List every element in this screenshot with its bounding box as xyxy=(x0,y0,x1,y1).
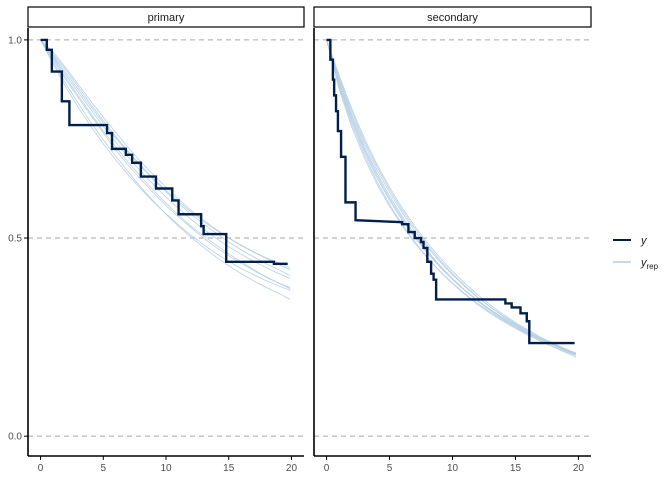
legend-label-y: y xyxy=(640,235,648,247)
y-tick-label-0: 0.0 xyxy=(8,432,22,443)
reflines-secondary xyxy=(314,39,591,437)
x-tick-label-primary-2: 10 xyxy=(160,463,172,474)
yrep-line-secondary-7 xyxy=(326,39,577,355)
y-line-secondary xyxy=(326,38,575,345)
strip-primary xyxy=(27,6,305,28)
x-tick-label-secondary-2: 10 xyxy=(447,463,459,474)
y-line-primary xyxy=(40,38,288,265)
yrep-series-primary xyxy=(40,39,291,300)
x-tick-label-secondary-1: 5 xyxy=(387,463,393,474)
y-series-primary xyxy=(40,38,288,265)
reflines-primary xyxy=(28,39,304,437)
strip-label-secondary: secondary xyxy=(427,12,478,24)
panel-primary: primary 0 5 10 15 20 0.0 0.5 1.0 xyxy=(8,6,305,474)
y-tick-label-2: 1.0 xyxy=(8,35,22,46)
x-tick-label-primary-3: 15 xyxy=(223,463,235,474)
x-tick-label-secondary-4: 20 xyxy=(573,463,585,474)
yrep-line-primary-1 xyxy=(40,39,291,277)
yrep-line-primary-4 xyxy=(40,39,291,288)
y-tick-label-1: 0.5 xyxy=(8,234,22,245)
strip-secondary xyxy=(313,6,592,28)
yrep-line-secondary-3 xyxy=(326,39,577,356)
y-series-secondary xyxy=(326,38,575,345)
legend-label-yrep: yrep xyxy=(640,257,659,271)
x-tick-label-primary-4: 20 xyxy=(286,463,298,474)
yrep-line-secondary-1 xyxy=(326,39,577,354)
panel-secondary: secondary 0 5 10 15 20 xyxy=(313,6,592,474)
yrep-line-primary-5 xyxy=(40,39,291,279)
y-ticks: 0.0 0.5 1.0 xyxy=(8,35,28,443)
x-tick-label-primary-1: 5 xyxy=(100,463,106,474)
x-ticks-primary: 0 5 10 15 20 xyxy=(38,456,298,474)
yrep-line-primary-3 xyxy=(40,39,291,269)
yrep-line-secondary-0 xyxy=(326,39,577,355)
x-tick-label-secondary-3: 15 xyxy=(510,463,522,474)
yrep-line-secondary-5 xyxy=(326,39,577,358)
x-tick-label-primary-0: 0 xyxy=(38,463,44,474)
strip-label-primary: primary xyxy=(148,12,185,24)
legend: y yrep xyxy=(613,235,659,271)
yrep-line-primary-6 xyxy=(40,39,291,291)
yrep-series-secondary xyxy=(326,39,577,358)
yrep-line-secondary-4 xyxy=(326,39,577,355)
yrep-line-secondary-6 xyxy=(326,39,577,355)
yrep-line-secondary-2 xyxy=(326,39,577,356)
x-ticks-secondary: 0 5 10 15 20 xyxy=(324,456,585,474)
yrep-line-primary-7 xyxy=(40,39,291,271)
x-tick-label-secondary-0: 0 xyxy=(324,463,330,474)
yrep-line-primary-0 xyxy=(40,39,291,290)
